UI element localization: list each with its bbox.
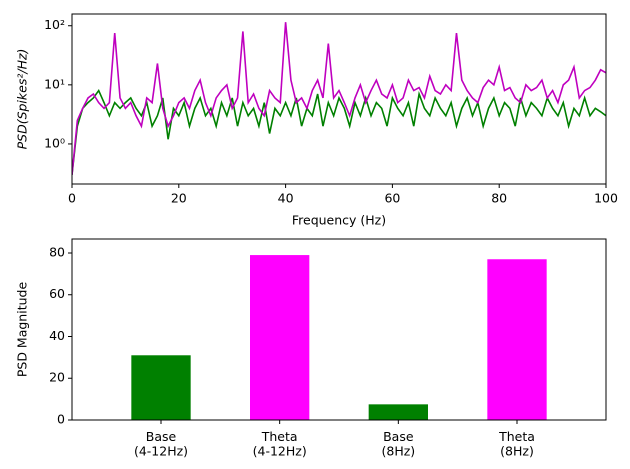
x-tick-label: 80 xyxy=(491,191,507,206)
line-series xyxy=(72,22,606,175)
y-tick-label: 10² xyxy=(44,17,65,32)
y-tick-label: 20 xyxy=(49,370,65,385)
bar xyxy=(250,255,310,420)
x-tick-label: Base (8Hz) xyxy=(381,429,415,458)
axes-frame xyxy=(71,238,607,421)
y-tick-label: 10¹ xyxy=(44,76,65,91)
y-tick-label: 40 xyxy=(49,328,65,343)
x-axis-label: Frequency (Hz) xyxy=(292,213,386,228)
x-tick-label: Theta (4-12Hz) xyxy=(253,429,307,458)
y-tick-label: 10⁰ xyxy=(44,135,65,150)
bar xyxy=(131,355,191,420)
x-tick-label: 20 xyxy=(171,191,187,206)
bar xyxy=(487,259,547,420)
x-tick-label: 100 xyxy=(594,191,618,206)
y-tick-label: 60 xyxy=(49,286,65,301)
x-tick-label: 0 xyxy=(68,191,76,206)
y-tick-label: 80 xyxy=(49,244,65,259)
x-tick-label: 60 xyxy=(384,191,400,206)
y-axis-label: PSD(Spikes²/Hz) xyxy=(15,49,30,150)
x-tick-label: 40 xyxy=(278,191,294,206)
x-tick-label: Base (4-12Hz) xyxy=(134,429,188,458)
x-tick-label: Theta (8Hz) xyxy=(498,429,535,458)
y-axis-label: PSD Magnitude xyxy=(15,282,30,378)
bar xyxy=(368,404,428,420)
axes-frame xyxy=(71,13,607,185)
y-tick-label: 0 xyxy=(57,412,65,427)
line-series xyxy=(72,88,606,175)
